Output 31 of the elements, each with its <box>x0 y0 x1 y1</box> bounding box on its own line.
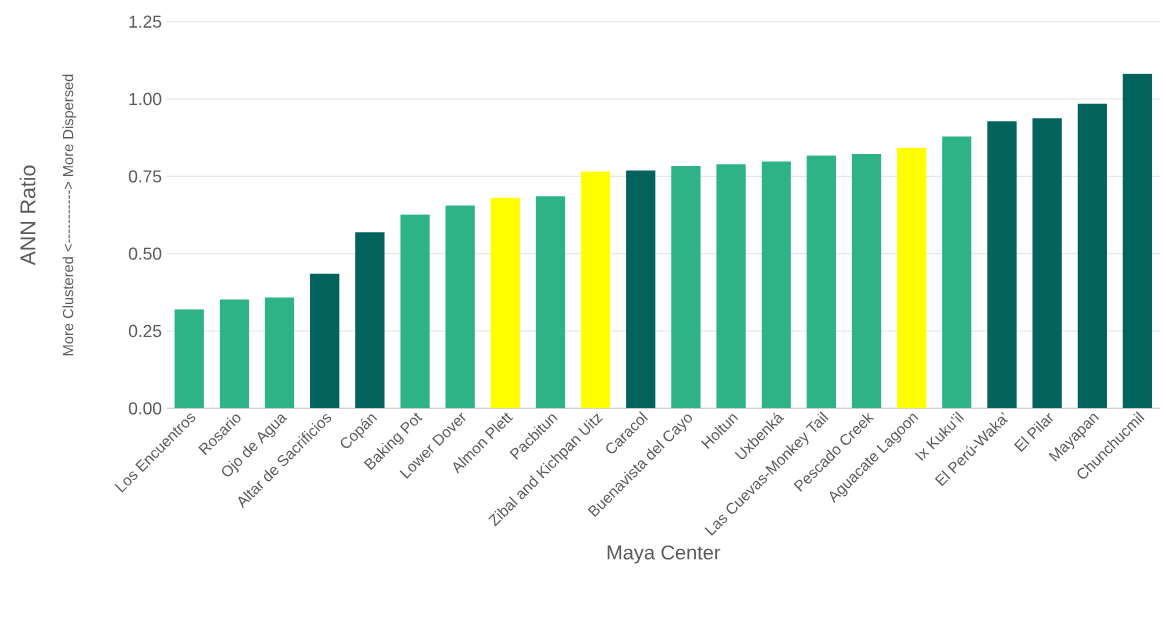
bar <box>1032 118 1062 409</box>
bar <box>671 166 701 409</box>
y-tick-label: 0.00 <box>128 402 162 415</box>
x-axis-title: Maya Center <box>607 545 721 564</box>
bar <box>310 273 340 409</box>
bar <box>1077 103 1107 409</box>
text: More Clustered <-----------> More Dispersed <box>62 74 77 356</box>
bar <box>535 196 566 409</box>
bar <box>490 197 520 409</box>
y-tick-label: 0.25 <box>128 324 162 338</box>
bar <box>626 170 656 409</box>
y-axis-title: ANN Ratio <box>19 165 36 266</box>
bar <box>264 297 295 409</box>
bar <box>851 154 882 409</box>
y-tick-label: 0.50 <box>128 247 162 260</box>
y-tick-label: 1.00 <box>129 92 162 106</box>
bar <box>1122 73 1153 409</box>
bar <box>942 136 972 409</box>
bar <box>445 205 475 409</box>
bar <box>806 155 837 409</box>
bar <box>580 171 611 409</box>
bar <box>400 214 430 409</box>
bar <box>219 299 250 409</box>
bar <box>716 164 746 409</box>
bar <box>174 309 204 409</box>
bar <box>355 232 385 409</box>
bar <box>897 147 927 409</box>
bar <box>987 121 1017 409</box>
y-tick-label: 1.25 <box>129 15 162 28</box>
y-tick-label: 0.75 <box>128 170 162 183</box>
bar <box>761 161 791 409</box>
